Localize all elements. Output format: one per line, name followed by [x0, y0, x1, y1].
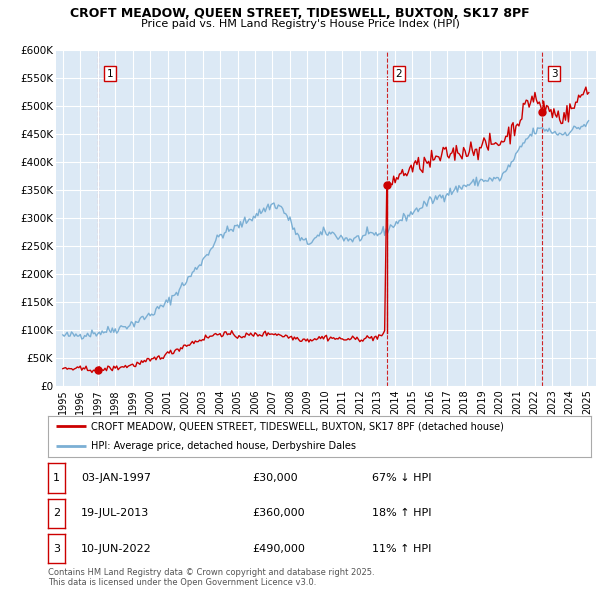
Text: 03-JAN-1997: 03-JAN-1997 — [81, 473, 151, 483]
Text: 10-JUN-2022: 10-JUN-2022 — [81, 544, 152, 553]
Text: 18% ↑ HPI: 18% ↑ HPI — [372, 509, 431, 518]
Text: 3: 3 — [53, 544, 60, 553]
Text: £360,000: £360,000 — [252, 509, 305, 518]
Text: 67% ↓ HPI: 67% ↓ HPI — [372, 473, 431, 483]
Text: HPI: Average price, detached house, Derbyshire Dales: HPI: Average price, detached house, Derb… — [91, 441, 356, 451]
Text: 11% ↑ HPI: 11% ↑ HPI — [372, 544, 431, 553]
Text: £30,000: £30,000 — [252, 473, 298, 483]
Text: £490,000: £490,000 — [252, 544, 305, 553]
Text: 2: 2 — [395, 68, 402, 78]
Text: 2: 2 — [53, 509, 60, 518]
Text: 1: 1 — [53, 473, 60, 483]
Text: Price paid vs. HM Land Registry's House Price Index (HPI): Price paid vs. HM Land Registry's House … — [140, 19, 460, 29]
Text: CROFT MEADOW, QUEEN STREET, TIDESWELL, BUXTON, SK17 8PF: CROFT MEADOW, QUEEN STREET, TIDESWELL, B… — [70, 7, 530, 20]
Text: 3: 3 — [551, 68, 557, 78]
Text: CROFT MEADOW, QUEEN STREET, TIDESWELL, BUXTON, SK17 8PF (detached house): CROFT MEADOW, QUEEN STREET, TIDESWELL, B… — [91, 421, 505, 431]
Text: Contains HM Land Registry data © Crown copyright and database right 2025.
This d: Contains HM Land Registry data © Crown c… — [48, 568, 374, 587]
Text: 19-JUL-2013: 19-JUL-2013 — [81, 509, 149, 518]
Text: 1: 1 — [106, 68, 113, 78]
